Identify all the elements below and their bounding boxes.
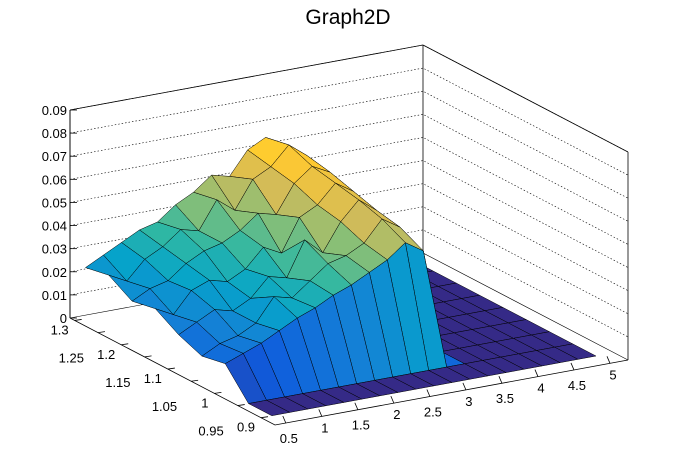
z-gridline [69, 44, 629, 153]
x-tick-label: 1 [321, 420, 328, 435]
y-tick-label: 1 [201, 395, 208, 410]
y-tick-label: 1.1 [144, 371, 162, 386]
y-tick [121, 343, 129, 346]
x-tick [426, 389, 431, 397]
y-tick [74, 319, 82, 321]
z-gridline [69, 114, 629, 222]
x-tick-label: 2 [393, 407, 400, 422]
y-tick-label: 0.95 [198, 424, 223, 439]
x-tick [390, 395, 395, 404]
y-tick-label: 1.15 [105, 375, 130, 390]
x-tick-label: 3.5 [496, 391, 514, 406]
x-tick-label: 1.5 [352, 418, 370, 433]
x-tick [318, 409, 323, 417]
z-tick-label: 0.08 [42, 126, 67, 141]
z-tick-label: 0.06 [42, 172, 67, 187]
z-gridline [69, 90, 629, 199]
box-edge [69, 44, 424, 111]
x-tick [282, 415, 287, 424]
y-tick [237, 404, 245, 406]
z-tick-label: 0.02 [42, 265, 67, 280]
x-tick-label: 3 [465, 394, 472, 409]
z-gridline [69, 67, 629, 176]
z-tick-label: 0 [60, 311, 67, 326]
base-axes [69, 317, 629, 426]
z-tick-label: 0.04 [42, 219, 67, 234]
y-tick-label: 1.2 [97, 347, 115, 362]
y-tick-label: 1.3 [51, 322, 69, 337]
z-tick-label: 0.03 [42, 242, 67, 257]
x-tick [354, 402, 359, 410]
box-edge [422, 44, 629, 153]
chart-title: Graph2D [305, 6, 390, 29]
z-gridline [69, 137, 629, 245]
box-edges [69, 44, 629, 426]
z-tick-label: 0.05 [42, 195, 67, 210]
y-tick [260, 416, 269, 419]
x-tick-label: 5 [609, 367, 616, 382]
axis-ticks: 0 0.01 0.02 0.03 0.04 0.05 0.06 0.07 0.08 0.09 0.5… [42, 103, 617, 446]
x-tick [498, 376, 503, 384]
y-tick-label: 0.9 [237, 420, 255, 435]
x-tick [534, 369, 539, 377]
z-tick-label: 0.01 [42, 288, 67, 303]
z-tick-label: 0.09 [42, 103, 67, 118]
y-tick [191, 379, 199, 382]
surface-mesh [84, 137, 597, 416]
x-tick [570, 362, 575, 371]
y-tick-label: 1.25 [59, 351, 84, 366]
y-tick [144, 355, 152, 358]
x-tick-label: 4.5 [568, 378, 586, 393]
x-tick [606, 356, 611, 364]
x-tick-label: 0.5 [280, 431, 298, 446]
y-tick [167, 367, 175, 370]
y-tick [214, 391, 222, 394]
x-tick-label: 4 [537, 381, 544, 396]
surface-cell [247, 399, 291, 416]
z-tick-label: 0.07 [42, 149, 67, 164]
y-tick-label: 1.05 [152, 399, 177, 414]
x-tick-label: 2.5 [424, 404, 442, 419]
x-tick [462, 382, 467, 391]
y-tick [97, 331, 106, 333]
